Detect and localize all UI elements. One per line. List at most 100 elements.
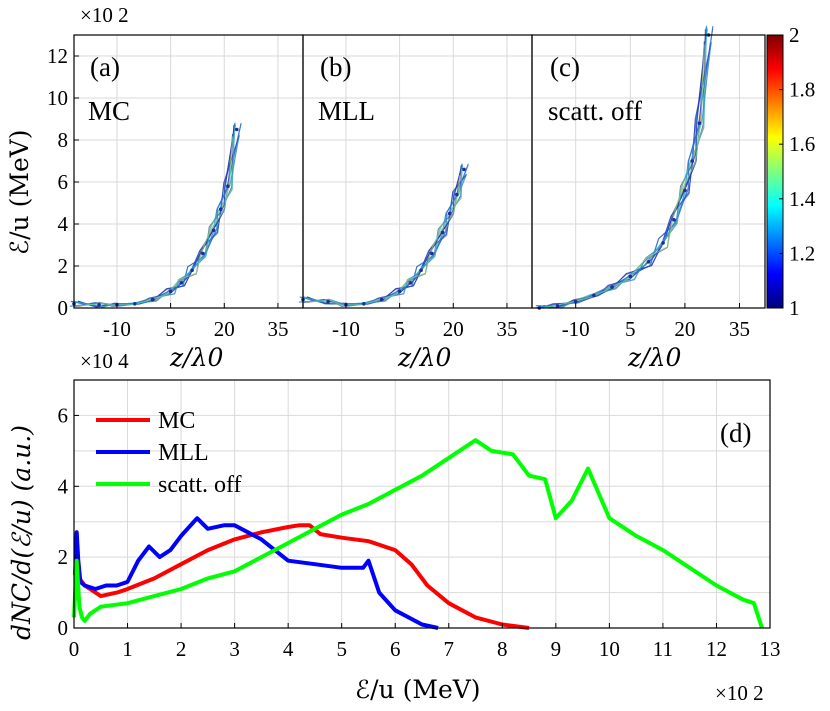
x-multiplier-d: ×10 2 [715, 681, 764, 705]
data-point [168, 289, 173, 294]
y-ticks-a: 0 2 4 6 8 10 12 [47, 44, 79, 320]
x-tick-label: 2 [176, 637, 187, 661]
colorbar-tick-label: 1.2 [789, 241, 815, 265]
colorbar-tick-label: 2 [789, 23, 800, 47]
x-tick-label: 0 [69, 637, 80, 661]
x-tick-label: 8 [497, 637, 508, 661]
data-point [379, 297, 384, 302]
x-tick-label: -10 [332, 317, 360, 341]
data-point [440, 230, 445, 235]
scatter-band [302, 164, 463, 305]
scatter-band [73, 123, 235, 308]
data-point [419, 268, 423, 273]
legend-label: MLL [158, 440, 209, 466]
scatter-band [305, 175, 461, 306]
colorbar-gradient [766, 34, 784, 309]
x-tick-label: 13 [760, 637, 781, 661]
x-tick-label: 3 [229, 637, 240, 661]
panel-label-b: (b) [320, 52, 351, 82]
data-point [447, 211, 452, 216]
data-point [628, 274, 633, 279]
legend-label: MC [158, 408, 195, 434]
y-axis-label-a: ℰ/u (MeV) [5, 129, 34, 255]
x-tick-label: 35 [729, 317, 750, 341]
data-point [326, 299, 330, 304]
scatter-band [73, 125, 235, 308]
y-tick-label: 6 [58, 403, 69, 427]
scatter-band [543, 26, 708, 309]
x-tick-label: 12 [706, 637, 727, 661]
data-point [610, 285, 614, 289]
scatter-band [542, 43, 705, 309]
data-point [462, 167, 466, 172]
colorbar-ticks: 1 1.2 1.4 1.6 1.8 2 [779, 23, 816, 320]
y-axis-label-d: dNC/d(ℰ/u) (a.u.) [7, 425, 36, 640]
data-point [397, 289, 402, 294]
colorbar-tick-label: 1.6 [789, 132, 815, 156]
data-point [430, 251, 434, 256]
series-label-b: MLL [318, 96, 375, 126]
x-tick-label: 35 [496, 317, 517, 341]
y-tick-label: 0 [58, 296, 69, 320]
x-tick-label: 20 [214, 317, 235, 341]
scatter-band [299, 164, 469, 305]
scatter-band [541, 44, 705, 309]
colorbar: 1 1.2 1.4 1.6 1.8 2 [766, 23, 816, 320]
data-point [573, 299, 578, 304]
x-tick-label: 11 [653, 637, 673, 661]
x-axis-label-b: z/λ0 [397, 343, 451, 372]
data-point [235, 127, 239, 132]
spectrum-lines [72, 438, 764, 630]
panel-label-a: (a) [90, 52, 120, 82]
y-tick-label: 10 [47, 86, 68, 110]
scatter-band [69, 135, 239, 307]
y-multiplier-d: ×10 4 [80, 349, 129, 373]
series-label-a: MC [88, 96, 130, 126]
scatter-points-a [69, 122, 242, 308]
y-tick-label: 4 [58, 212, 69, 236]
y-tick-label: 12 [47, 44, 68, 68]
x-tick-label: 5 [336, 637, 347, 661]
data-point [190, 268, 194, 273]
colorbar-tick-label: 1 [789, 296, 800, 320]
x-tick-label: 7 [444, 637, 455, 661]
series-line-mll [73, 516, 439, 630]
data-point [201, 251, 205, 256]
y-ticks-d: 0 2 4 6 [58, 403, 79, 640]
x-tick-label: 20 [443, 317, 464, 341]
x-axis-label-d: ℰ/u (MeV) [355, 675, 481, 704]
axes-frame-d [73, 379, 771, 629]
panel-label-c: (c) [550, 52, 580, 82]
data-point [646, 260, 651, 264]
data-point [97, 303, 101, 307]
scatter-band [304, 174, 467, 307]
x-ticks-d: 0 1 2 3 4 5 6 7 8 9 10 11 12 13 [69, 623, 781, 661]
axes-frame-c [531, 34, 766, 309]
x-tick-label: 6 [390, 637, 401, 661]
scatter-band [77, 134, 234, 307]
data-point [179, 281, 184, 285]
data-point [661, 241, 665, 245]
x-tick-label: 5 [625, 317, 636, 341]
data-point [690, 159, 694, 163]
data-point [672, 218, 676, 222]
series-label-c: scatt. off [548, 96, 642, 126]
data-point [555, 304, 560, 308]
x-tick-label: 35 [267, 317, 288, 341]
data-point [455, 192, 459, 197]
series-line-scattoff [72, 438, 764, 629]
scatter-band [535, 42, 711, 309]
x-tick-label: 5 [394, 317, 405, 341]
scatter-band [77, 124, 237, 308]
data-point [697, 121, 702, 125]
scatter-band [72, 122, 236, 307]
panel-label-d: (d) [720, 418, 751, 448]
y-tick-label: 8 [58, 128, 69, 152]
y-multiplier-a: ×10 2 [80, 3, 129, 27]
x-ticks-a: -10 5 20 35 [103, 303, 288, 341]
data-point [218, 207, 223, 212]
data-point [408, 281, 413, 285]
data-point [211, 228, 216, 233]
colorbar-tick-label: 1.4 [789, 187, 816, 211]
